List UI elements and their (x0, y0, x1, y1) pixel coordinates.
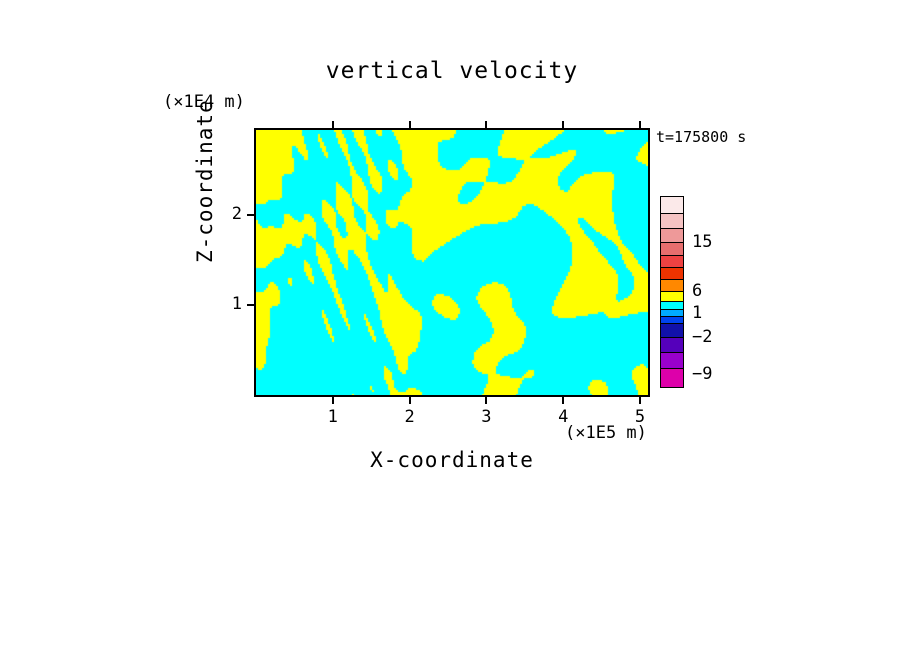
colorbar-segment (661, 324, 683, 338)
velocity-field-canvas (256, 130, 648, 395)
x-axis-title: X-coordinate (370, 448, 534, 472)
colorbar-segment (661, 229, 683, 243)
y-tick-label: 2 (231, 204, 242, 224)
x-tick-top (331, 121, 334, 128)
colorbar (660, 196, 684, 388)
x-tick-label: 2 (404, 407, 415, 427)
colorbar-segment (661, 268, 683, 280)
colorbar-segment (661, 369, 683, 387)
colorbar-label: −9 (692, 364, 713, 384)
colorbar-segment (661, 280, 683, 292)
colorbar-segment (661, 310, 683, 317)
colorbar-label: 15 (692, 232, 713, 252)
x-tick-bottom (562, 395, 565, 404)
x-tick-top (408, 121, 411, 128)
x-tick-bottom (639, 395, 641, 404)
colorbar-segment (661, 302, 683, 310)
x-tick-top (562, 121, 565, 128)
y-tick (247, 304, 254, 306)
colorbar-segment (661, 214, 683, 229)
x-tick-top (485, 121, 488, 128)
colorbar-label: 6 (692, 281, 703, 301)
colorbar-segment (661, 292, 683, 302)
x-tick-label: 3 (481, 407, 492, 427)
x-axis-units-label: (×1E5 m) (565, 423, 647, 443)
x-tick-bottom (331, 395, 334, 404)
colorbar-segment (661, 256, 683, 268)
colorbar-segment (661, 317, 683, 324)
time-annotation: t=175800 s (656, 128, 747, 146)
y-tick (247, 214, 254, 216)
colorbar-segment (661, 353, 683, 369)
colorbar-label: 1 (692, 303, 703, 323)
x-tick-bottom (485, 395, 488, 404)
colorbar-segment (661, 243, 683, 256)
x-tick-label: 1 (327, 407, 338, 427)
x-tick-top (639, 121, 641, 128)
colorbar-segment (661, 338, 683, 353)
y-tick-label: 1 (231, 294, 242, 314)
x-tick-label: 5 (634, 407, 646, 427)
y-axis-units-label: (×1E4 m) (163, 92, 245, 112)
chart-title: vertical velocity (325, 58, 579, 84)
colorbar-segment (661, 197, 683, 214)
x-tick-bottom (408, 395, 411, 404)
plot-area: 1 2 3 4 5 1 2 (232, 121, 650, 427)
colorbar-label: −2 (692, 327, 713, 347)
x-tick-label: 4 (558, 407, 569, 427)
